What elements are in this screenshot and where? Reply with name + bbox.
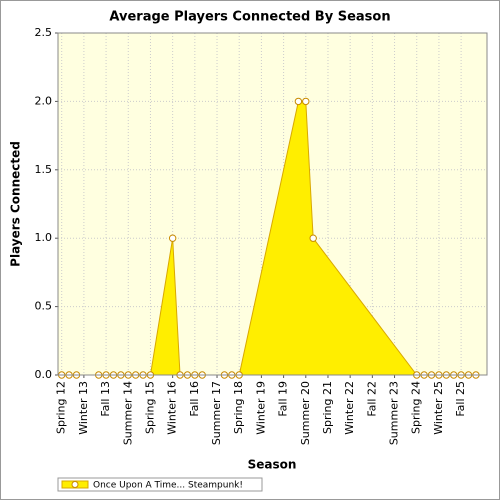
legend-marker	[71, 481, 79, 488]
x-tick-label: Fall 22	[365, 381, 378, 417]
marker	[168, 234, 177, 242]
x-tick-label: Spring 15	[143, 381, 156, 434]
x-tick-label: Spring 18	[232, 381, 245, 434]
x-tick-label: Fall 16	[188, 381, 201, 417]
chart-title: Average Players Connected By Season	[109, 10, 390, 25]
x-tick-label: Summer 14	[121, 381, 134, 445]
x-tick-label: Summer 17	[210, 381, 223, 445]
x-tick-label: Winter 13	[77, 381, 90, 435]
y-tick-label: 2.0	[35, 94, 53, 107]
y-tick-label: 1.5	[35, 163, 53, 176]
x-tick-label: Winter 16	[166, 381, 179, 435]
x-tick-label: Spring 24	[410, 381, 423, 434]
x-tick-label: Summer 20	[299, 381, 312, 445]
y-tick-label: 0.0	[35, 368, 53, 381]
y-tick-label: 1.0	[35, 231, 53, 244]
x-tick-label: Winter 25	[432, 381, 445, 435]
x-tick-label: Spring 21	[321, 381, 334, 434]
x-tick-label: Fall 13	[99, 381, 112, 417]
marker	[309, 234, 317, 242]
x-tick-label: Winter 19	[254, 381, 267, 435]
x-tick-label: Summer 23	[388, 381, 401, 445]
marker	[302, 97, 310, 106]
legend-label: Once Upon A Time... Steampunk!	[93, 481, 243, 491]
plot-border	[57, 32, 488, 376]
x-tick-label: Spring 12	[55, 381, 68, 434]
legend-box	[57, 477, 263, 492]
x-tick-label: Fall 19	[277, 381, 290, 417]
y-axis-title: Players Connected	[9, 141, 23, 267]
marker	[294, 97, 303, 106]
x-axis-title: Season	[248, 458, 297, 472]
x-tick-label: Fall 25	[454, 381, 467, 417]
y-tick-label: 2.5	[35, 26, 53, 39]
y-tick-label: 0.5	[35, 300, 53, 313]
x-tick-label: Winter 22	[343, 381, 356, 435]
